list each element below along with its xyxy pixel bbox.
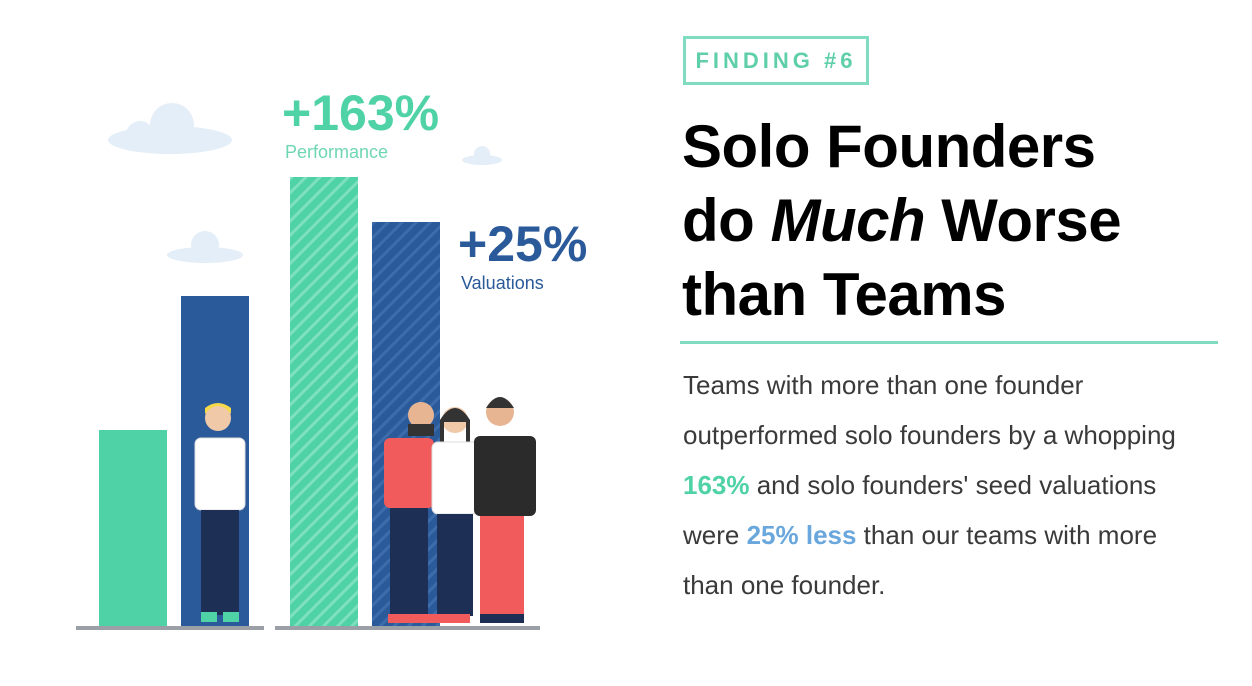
title-text: do bbox=[682, 187, 771, 254]
finding-badge: FINDING #6 bbox=[683, 36, 869, 85]
title-emphasis: Much bbox=[770, 187, 926, 254]
performance-stat-label: Performance bbox=[285, 142, 389, 162]
bar-solo-performance bbox=[99, 430, 167, 627]
divider bbox=[680, 341, 1218, 344]
cloud-icon bbox=[167, 231, 243, 263]
body-text: and solo founders' seed valuations were bbox=[683, 470, 1157, 550]
body-text: Teams with more than one founder outperf… bbox=[683, 370, 1176, 450]
performance-stat-value: +163% bbox=[282, 85, 440, 141]
bar-team-performance bbox=[290, 177, 358, 627]
body-text: than our teams with more than one founde… bbox=[683, 520, 1158, 600]
highlight-performance: 163% bbox=[683, 470, 750, 500]
baseline bbox=[275, 626, 540, 630]
highlight-valuation: 25% less bbox=[746, 520, 857, 550]
title-text: Worse bbox=[925, 187, 1122, 254]
baseline bbox=[76, 626, 264, 630]
cloud-icon bbox=[108, 103, 232, 154]
team-figures bbox=[384, 397, 536, 623]
title-line-1: Solo Founders bbox=[682, 113, 1096, 180]
valuation-stat-value: +25% bbox=[458, 216, 588, 272]
cloud-icon bbox=[462, 146, 502, 165]
body-paragraph: Teams with more than one founder outperf… bbox=[683, 360, 1203, 610]
valuation-stat-label: Valuations bbox=[461, 273, 544, 293]
title-line-2: do Much Worse bbox=[682, 184, 1122, 258]
illustration bbox=[76, 103, 540, 630]
page-title: Solo Founders do Much Worse than Teams bbox=[682, 110, 1122, 332]
solo-founder-figure bbox=[194, 403, 246, 622]
title-line-3: than Teams bbox=[682, 261, 1006, 328]
